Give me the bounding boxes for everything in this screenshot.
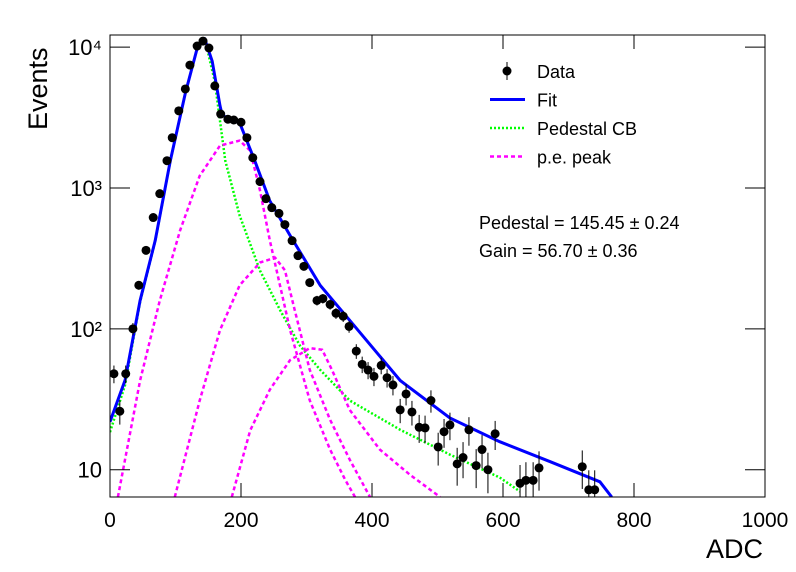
data-point — [376, 360, 386, 370]
y-tick-label: 10 — [78, 458, 102, 483]
data-point — [299, 261, 309, 271]
x-tick-label: 200 — [223, 509, 258, 532]
data-point — [162, 156, 172, 166]
legend-label: Fit — [537, 91, 557, 111]
data-point — [590, 485, 600, 495]
data-point — [534, 463, 544, 473]
data-point — [471, 461, 481, 471]
data-point — [110, 369, 119, 379]
data-point — [388, 380, 398, 390]
data-point — [141, 245, 151, 255]
data-point — [490, 429, 500, 439]
data-point — [445, 420, 455, 430]
data-point — [351, 346, 361, 356]
data-point — [210, 81, 220, 91]
data-point — [274, 208, 284, 218]
data-point — [115, 406, 125, 416]
data-point — [216, 109, 226, 119]
data-point — [344, 321, 354, 331]
data-point — [293, 251, 303, 261]
annotation: Pedestal = 145.45 ± 0.24 — [479, 213, 680, 233]
data-point — [521, 475, 531, 485]
component-curve — [110, 37, 521, 493]
y-tick-label: 10³ — [70, 176, 102, 201]
annotation: Gain = 56.70 ± 0.36 — [479, 241, 638, 261]
x-tick-label: 800 — [616, 509, 651, 532]
data-point — [420, 423, 430, 433]
data-point — [369, 371, 379, 381]
data-point — [134, 280, 144, 290]
data-point — [528, 475, 538, 485]
data-point — [452, 459, 462, 469]
data-point — [204, 43, 214, 53]
data-point — [242, 133, 252, 143]
data-point — [305, 278, 315, 288]
data-point — [280, 220, 290, 230]
data-point — [155, 189, 165, 199]
data-point — [395, 405, 405, 415]
data-point — [180, 84, 190, 94]
component-curve — [116, 139, 357, 497]
x-tick-label: 600 — [485, 509, 520, 532]
data-point — [363, 365, 373, 375]
component-curve — [173, 256, 372, 497]
data-point — [325, 299, 335, 309]
data-point — [198, 36, 208, 46]
data-point — [229, 115, 239, 125]
data-point — [248, 153, 258, 163]
data-point — [338, 311, 348, 321]
data-point — [128, 324, 138, 334]
x-tick-label: 1000 — [742, 509, 789, 532]
y-tick-label: 10⁴ — [68, 35, 102, 60]
data-point — [382, 373, 392, 383]
data-point — [185, 60, 195, 70]
x-tick-label: 400 — [354, 509, 389, 532]
y-axis-title: Events — [23, 47, 53, 130]
legend-label: Data — [537, 62, 576, 82]
data-point — [287, 236, 297, 246]
data-point — [426, 395, 436, 405]
data-point — [331, 308, 341, 318]
data-point — [439, 427, 449, 437]
data-point — [407, 407, 417, 417]
legend-marker — [502, 66, 512, 76]
data-point — [577, 462, 587, 472]
data-point — [483, 465, 493, 475]
data-point — [121, 369, 131, 379]
data-point — [318, 294, 328, 304]
data-point — [261, 194, 271, 204]
data-point — [192, 41, 202, 51]
data-point — [167, 133, 177, 143]
data-point — [477, 445, 487, 455]
data-point — [433, 442, 443, 452]
component-curve — [230, 346, 441, 497]
y-tick-label: 10² — [70, 317, 102, 342]
data-point — [148, 213, 158, 223]
x-tick-label: 0 — [104, 509, 116, 532]
frame — [109, 34, 766, 498]
plot-area — [110, 36, 613, 497]
legend-label: Pedestal CB — [537, 119, 637, 139]
data-point — [357, 359, 367, 369]
data-point — [255, 177, 265, 187]
legend-label: p.e. peak — [537, 148, 612, 168]
data-point — [174, 106, 184, 116]
x-axis-title: ADC — [706, 534, 763, 564]
data-point — [267, 203, 277, 213]
data-point — [464, 425, 474, 435]
data-point — [401, 389, 411, 399]
data-point — [236, 117, 246, 127]
data-point — [458, 453, 468, 463]
